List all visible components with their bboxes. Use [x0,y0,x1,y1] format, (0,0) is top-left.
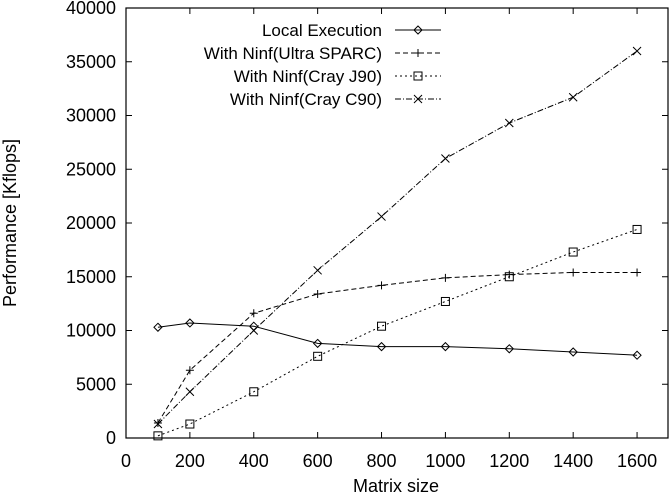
data-point [153,419,163,429]
y-axis-label: Performance [Kflops] [0,139,20,307]
data-point [632,46,642,56]
plot-border [125,7,669,439]
data-point [313,289,322,298]
data-point [249,309,258,318]
y-tick-label: 10000 [66,321,116,341]
data-point [249,387,259,397]
legend-item: With Ninf(Ultra SPARC) [204,44,441,63]
y-tick-label: 15000 [66,267,116,287]
series-layer [153,46,642,441]
legend-marker [414,49,422,57]
y-tick-label: 20000 [66,213,116,233]
data-point [185,318,195,328]
legend-label: With Ninf(Cray C90) [230,90,382,109]
data-point [249,326,259,335]
y-tick-label: 5000 [76,374,116,394]
x-tick-label: 1000 [425,451,465,471]
series-2 [153,268,642,427]
x-axis-ticks: 0 200 400 600 800 1000 1200 1400 1600 [121,8,657,471]
data-point [153,322,163,332]
data-point [185,387,195,397]
data-point [441,273,450,282]
x-tick-label: 400 [239,451,269,471]
plot-frame [125,7,669,439]
series-line [157,322,638,356]
data-point [377,321,387,331]
data-point [569,268,578,277]
data-point [377,281,386,290]
x-tick-label: 1200 [489,451,529,471]
data-point [313,265,323,275]
data-point [376,341,387,352]
series-1 [153,318,642,360]
legend-item: With Ninf(Cray J90) [234,67,441,86]
y-tick-label: 30000 [66,106,116,126]
y-tick-label: 40000 [66,0,116,18]
x-tick-label: 1400 [553,451,593,471]
legend-marker [413,94,423,104]
data-point [568,347,578,357]
data-point [440,341,451,352]
legend-item: With Ninf(Cray C90) [230,90,441,109]
data-point [313,351,323,361]
data-point [377,212,386,221]
data-point [185,366,194,375]
y-axis-ticks: 0 5000 10000 15000 20000 25000 30000 35000 40000 [66,0,668,448]
data-point [185,419,195,429]
data-point [440,296,450,306]
data-point [568,247,578,257]
series-3 [153,224,642,441]
legend-label: With Ninf(Ultra SPARC) [204,44,382,63]
data-point [504,118,514,128]
data-point [632,224,642,234]
series-line [157,271,638,424]
data-point [504,272,514,282]
x-tick-label: 1600 [617,451,657,471]
legend-marker [413,71,423,81]
x-tick-label: 800 [367,451,397,471]
x-tick-label: 0 [121,451,131,471]
data-point [441,154,450,163]
legend-marker [413,25,423,35]
legend: Local Execution With Ninf(Ultra SPARC) Wit… [204,21,441,109]
data-point [312,338,323,349]
y-tick-label: 35000 [66,52,116,72]
y-tick-label: 25000 [66,159,116,179]
data-point [633,268,642,277]
x-tick-label: 600 [303,451,333,471]
y-tick-label: 0 [106,428,116,448]
x-tick-label: 200 [175,451,205,471]
x-axis-label: Matrix size [353,476,439,495]
data-point [505,270,514,279]
legend-item: Local Execution [262,21,441,40]
data-point [504,344,515,354]
data-point [153,431,163,441]
legend-label: Local Execution [262,21,382,40]
series-4 [153,46,642,429]
series-line [157,228,638,437]
data-point [632,350,642,360]
data-point [568,92,578,102]
data-point [153,418,162,427]
legend-label: With Ninf(Cray J90) [234,67,382,86]
